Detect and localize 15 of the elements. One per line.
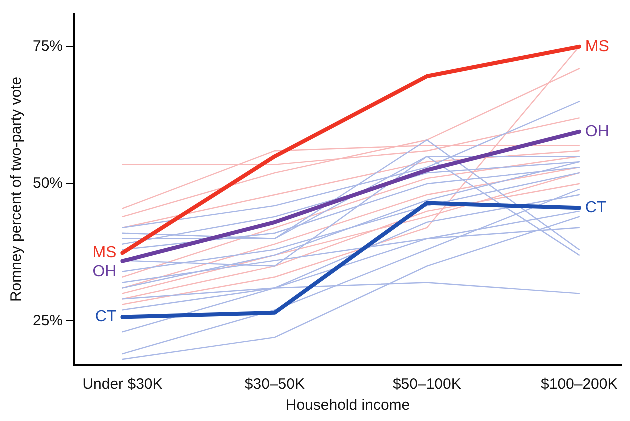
series-label: MS (585, 38, 610, 56)
y-tick-label: 75% (32, 38, 64, 56)
text: OH (92, 264, 117, 281)
text: CT (95, 308, 117, 326)
x-tick-label: $50–100K (392, 376, 462, 394)
y-axis-title: Romney percent of two-party vote (8, 76, 26, 302)
x-tick-label: $30–50K (244, 376, 305, 394)
text: MS (92, 244, 117, 262)
y-tick-label: 25% (32, 312, 64, 330)
x-tick-label: $100–200K (541, 376, 618, 394)
x-tick-label: Under $30K (82, 376, 163, 394)
y-tick-label: 50% (32, 175, 64, 192)
series-label: CT (585, 200, 607, 217)
series-label: OH (585, 123, 610, 140)
x-axis-title: Household income (286, 397, 410, 414)
